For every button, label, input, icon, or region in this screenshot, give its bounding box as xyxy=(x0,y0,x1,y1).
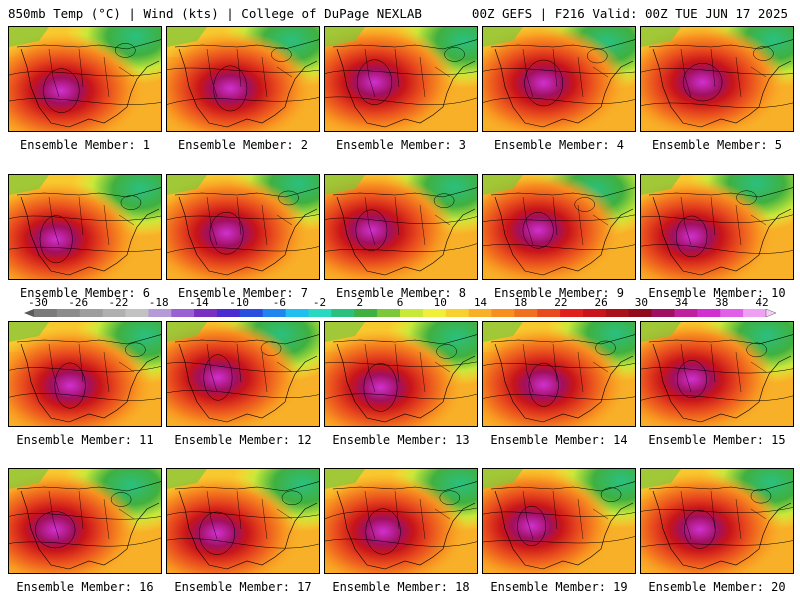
ensemble-map-panel xyxy=(640,321,794,427)
ensemble-member-label: Ensemble Member: 2 xyxy=(177,138,309,152)
colorbar-swatch xyxy=(560,309,584,317)
ensemble-member-label: Ensemble Member: 14 xyxy=(490,433,628,447)
ensemble-map-panel xyxy=(324,321,478,427)
ensemble-map-panel xyxy=(166,26,320,132)
colorbar-tick-label: 22 xyxy=(554,296,568,309)
ensemble-map-panel xyxy=(8,26,162,132)
colorbar-tick-label: 26 xyxy=(594,296,608,309)
ensemble-member-label: Ensemble Member: 3 xyxy=(335,138,467,152)
colorbar-tick-label: -18 xyxy=(148,296,169,309)
header: 850mb Temp (°C) | Wind (kts) | College o… xyxy=(0,0,800,24)
ensemble-map-panel xyxy=(640,468,794,574)
colorbar-tick-label: 42 xyxy=(755,296,769,309)
ensemble-map-panel xyxy=(640,26,794,132)
colorbar-swatch xyxy=(56,309,81,317)
ensemble-map-panel xyxy=(482,321,636,427)
colorbar-tick-label: 30 xyxy=(634,296,648,309)
colorbar-tick-label: -26 xyxy=(68,296,89,309)
colorbar-tick-label: 38 xyxy=(715,296,729,309)
ensemble-member-label: Ensemble Member: 17 xyxy=(174,580,312,594)
header-title-left: 850mb Temp (°C) | Wind (kts) | College o… xyxy=(8,6,422,21)
ensemble-member-label: Ensemble Member: 20 xyxy=(648,580,786,594)
ensemble-member-label: Ensemble Member: 15 xyxy=(648,433,786,447)
colorbar-swatch xyxy=(583,309,607,317)
colorbar-swatch xyxy=(377,309,401,317)
colorbar-swatch xyxy=(605,309,630,317)
colorbar-swatch xyxy=(308,309,332,317)
ensemble-map-panel xyxy=(482,174,636,280)
ensemble-map-panel xyxy=(8,468,162,574)
ensemble-map-panel xyxy=(324,174,478,280)
colorbar-tick-label: -22 xyxy=(108,296,129,309)
colorbar-tick-label: 10 xyxy=(433,296,447,309)
color-scale-bar xyxy=(24,308,777,318)
colorbar-tick-label: 18 xyxy=(514,296,528,309)
colorbar-swatch xyxy=(537,309,561,317)
colorbar-swatch xyxy=(239,309,264,317)
colorbar-tick-label: 14 xyxy=(473,296,488,309)
ensemble-map-panel xyxy=(166,174,320,280)
colorbar-swatch xyxy=(720,309,744,317)
colorbar-swatch xyxy=(125,309,149,317)
colorbar-swatch xyxy=(628,309,653,317)
ensemble-member-label: Ensemble Member: 18 xyxy=(332,580,470,594)
header-title-right: 00Z GEFS | F216 Valid: 00Z TUE JUN 17 20… xyxy=(471,6,788,21)
ensemble-map-panel xyxy=(166,321,320,427)
colorbar-swatch xyxy=(331,309,355,317)
colorbar-tick-label: 34 xyxy=(674,296,689,309)
colorbar-swatch xyxy=(217,309,241,317)
ensemble-member-label: Ensemble Member: 16 xyxy=(16,580,154,594)
ensemble-map-panel xyxy=(482,26,636,132)
ensemble-member-label: Ensemble Member: 7 xyxy=(177,286,309,300)
colorbar-swatch xyxy=(34,309,58,317)
colorbar-tick-label: 6 xyxy=(396,296,404,309)
ensemble-map-panel xyxy=(640,174,794,280)
colorbar-tick-label: -2 xyxy=(312,296,327,309)
ensemble-member-label: Ensemble Member: 10 xyxy=(648,286,786,300)
colorbar-swatch xyxy=(79,309,104,317)
colorbar-tick-label: 2 xyxy=(356,296,364,309)
colorbar-swatch xyxy=(445,309,470,317)
ensemble-member-label: Ensemble Member: 19 xyxy=(490,580,628,594)
ensemble-map-panel xyxy=(166,468,320,574)
ensemble-map-panel xyxy=(482,468,636,574)
colorbar-swatch xyxy=(400,309,424,317)
colorbar-swatch xyxy=(148,309,172,317)
colorbar-swatch xyxy=(171,309,195,317)
colorbar-tick-label: -30 xyxy=(28,296,48,309)
colorbar-max-arrow xyxy=(765,308,777,318)
colorbar-swatch xyxy=(674,309,698,317)
ensemble-map-panel xyxy=(8,174,162,280)
colorbar-swatch xyxy=(491,309,515,317)
ensemble-map-panel xyxy=(324,26,478,132)
colorbar-swatch xyxy=(422,309,447,317)
colorbar-tick-label: -10 xyxy=(229,296,250,309)
colorbar-swatch xyxy=(354,309,378,317)
ensemble-member-label: Ensemble Member: 12 xyxy=(174,433,312,447)
ensemble-map-panel xyxy=(8,321,162,427)
colorbar-swatch xyxy=(743,309,767,317)
ensemble-member-label: Ensemble Member: 6 xyxy=(19,286,151,300)
colorbar-swatch xyxy=(194,309,218,317)
colorbar-swatch xyxy=(285,309,309,317)
colorbar-min-arrow xyxy=(24,309,34,317)
colorbar-swatch xyxy=(262,309,287,317)
colorbar-tick-label: -6 xyxy=(272,296,286,309)
ensemble-member-label: Ensemble Member: 4 xyxy=(493,138,625,152)
colorbar-swatch xyxy=(697,309,721,317)
colorbar-tick-label: -14 xyxy=(188,296,209,309)
ensemble-member-label: Ensemble Member: 11 xyxy=(16,433,154,447)
ensemble-member-label: Ensemble Member: 5 xyxy=(651,138,783,152)
ensemble-member-label: Ensemble Member: 9 xyxy=(493,286,625,300)
ensemble-member-label: Ensemble Member: 8 xyxy=(335,286,467,300)
colorbar-swatch xyxy=(102,309,126,317)
colorbar-swatch xyxy=(468,309,492,317)
colorbar-swatch xyxy=(651,309,675,317)
ensemble-member-label: Ensemble Member: 13 xyxy=(332,433,470,447)
ensemble-map-panel xyxy=(324,468,478,574)
colorbar-swatch xyxy=(514,309,538,317)
ensemble-member-label: Ensemble Member: 1 xyxy=(19,138,151,152)
